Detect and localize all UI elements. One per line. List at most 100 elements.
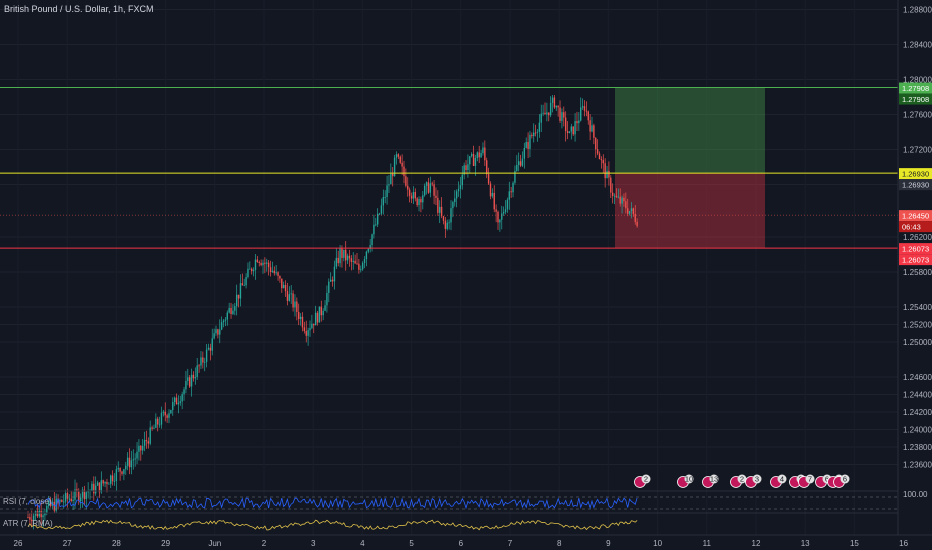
candle-body — [504, 209, 507, 212]
atr-label[interactable]: ATR (7, RMA) — [3, 519, 53, 528]
candle-body — [226, 312, 228, 320]
candle-body — [185, 380, 187, 390]
stop-loss-tag-bg — [899, 243, 932, 255]
candle-body — [486, 160, 488, 175]
price-tick-label: 1.27600 — [903, 111, 932, 120]
candle-body — [251, 268, 253, 272]
candle-body — [578, 120, 580, 124]
candle-body — [452, 202, 454, 209]
candle-body — [474, 157, 477, 166]
candle-body — [166, 415, 168, 418]
price-tick-label: 1.24400 — [903, 391, 932, 400]
candle-body — [331, 279, 334, 282]
horizontal-lines[interactable] — [0, 87, 898, 249]
candle-body — [215, 329, 217, 334]
candle-body — [155, 418, 157, 428]
candle-body — [237, 294, 240, 299]
event-count: 13 — [710, 475, 718, 484]
candle-body — [497, 211, 499, 223]
candle-body — [487, 174, 490, 184]
candle-body — [282, 284, 285, 289]
candle-body — [596, 149, 599, 154]
candle-body — [170, 409, 172, 414]
candle-body — [555, 105, 557, 108]
candle-body — [141, 445, 144, 451]
candle-body — [68, 498, 71, 500]
candle-body — [519, 161, 522, 166]
candle-body — [397, 154, 400, 157]
candle-body — [384, 197, 386, 198]
price-axis[interactable]: 1.288001.284001.280001.276001.272001.268… — [897, 0, 932, 550]
candle-body — [117, 468, 119, 470]
candle-body — [442, 216, 445, 221]
candle-body — [252, 269, 255, 272]
candle-body — [313, 323, 315, 326]
candle-body — [632, 208, 635, 214]
candle-body — [610, 177, 612, 193]
candle-body — [36, 511, 39, 517]
candle-body — [369, 245, 371, 249]
candle-body — [181, 394, 183, 402]
candle-body — [412, 192, 415, 199]
candle-body — [188, 377, 191, 387]
candle-body — [258, 261, 260, 263]
candle-body — [630, 208, 633, 211]
candle-body — [386, 185, 388, 198]
candle-body — [459, 185, 462, 189]
candle-body — [110, 475, 112, 484]
price-tick-label: 1.25000 — [903, 338, 932, 347]
event-badges[interactable]: 21013234576106 — [634, 474, 850, 488]
candle-body — [600, 159, 603, 161]
candle-body — [234, 306, 236, 311]
candle-body — [93, 483, 95, 494]
countdown-tag-bg — [899, 221, 932, 233]
event-count: 2 — [644, 475, 648, 484]
chart-grid — [0, 9, 898, 465]
candle-body — [102, 480, 104, 484]
long-position-box[interactable] — [615, 87, 765, 249]
candle-body — [348, 255, 351, 259]
candle-body — [329, 279, 332, 282]
candle-body — [121, 471, 123, 474]
price-tick-label: 1.24200 — [903, 408, 932, 417]
time-tick-label: 8 — [557, 539, 562, 548]
candle-body — [534, 132, 537, 134]
candle-body — [489, 183, 492, 197]
candle-body — [636, 221, 638, 227]
price-tick-label: 1.23800 — [903, 443, 932, 452]
candle-body — [581, 106, 584, 108]
candle-body — [232, 310, 234, 314]
candle-body — [222, 320, 225, 323]
candle-body — [408, 189, 411, 196]
time-tick-label: 2 — [262, 539, 267, 548]
candle-body — [314, 312, 317, 326]
candle-body — [482, 147, 484, 153]
candle-body — [219, 329, 221, 335]
rsi-label[interactable]: RSI (7, close) — [3, 497, 52, 506]
time-axis[interactable]: 26272829Jun234567891011121315161718 — [0, 534, 932, 550]
candle-body — [339, 248, 341, 264]
chart-title[interactable]: British Pound / U.S. Dollar, 1h, FXCM — [4, 4, 154, 14]
candle-body — [493, 192, 495, 210]
candle-body — [164, 411, 166, 416]
candle-body — [235, 294, 238, 307]
candle-body — [81, 489, 84, 498]
candle-body — [145, 439, 148, 442]
candle-body — [87, 491, 89, 493]
candle-body — [510, 191, 512, 193]
candle-body — [209, 347, 212, 351]
candle-body — [162, 411, 165, 413]
candle-body — [266, 262, 268, 264]
candle-body — [29, 517, 31, 520]
candle-body — [423, 185, 426, 196]
candle-body — [172, 402, 174, 410]
candle-body — [360, 269, 362, 271]
candle-body — [361, 263, 364, 270]
candle-body — [540, 113, 542, 123]
candle-body — [484, 147, 486, 161]
price-tick-label: 1.26200 — [903, 233, 932, 242]
current-price-tag: 1.26450 — [902, 212, 929, 221]
price-axis-tags: 1.27908 1.27908 1.26930 1.26930 1.26450 06:43… — [899, 82, 932, 266]
candle-body — [264, 262, 266, 264]
